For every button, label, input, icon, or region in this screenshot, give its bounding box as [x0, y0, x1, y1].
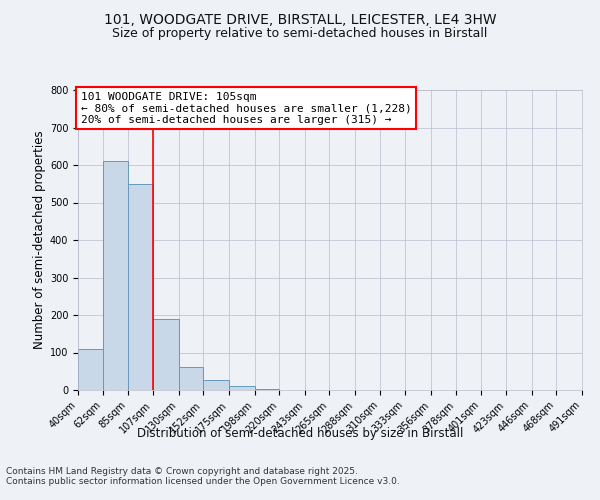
Bar — [103, 161, 128, 390]
Bar — [254, 388, 279, 390]
Bar — [179, 367, 203, 390]
Text: 101 WOODGATE DRIVE: 105sqm
← 80% of semi-detached houses are smaller (1,228)
20%: 101 WOODGATE DRIVE: 105sqm ← 80% of semi… — [80, 92, 411, 124]
Text: 101, WOODGATE DRIVE, BIRSTALL, LEICESTER, LE4 3HW: 101, WOODGATE DRIVE, BIRSTALL, LEICESTER… — [104, 12, 496, 26]
Text: Contains HM Land Registry data © Crown copyright and database right 2025.: Contains HM Land Registry data © Crown c… — [6, 468, 358, 476]
Bar — [203, 380, 229, 390]
Bar — [78, 349, 103, 390]
Bar — [128, 184, 153, 390]
Y-axis label: Number of semi-detached properties: Number of semi-detached properties — [32, 130, 46, 350]
Bar — [229, 386, 254, 390]
Text: Size of property relative to semi-detached houses in Birstall: Size of property relative to semi-detach… — [112, 28, 488, 40]
Text: Distribution of semi-detached houses by size in Birstall: Distribution of semi-detached houses by … — [137, 428, 463, 440]
Text: Contains public sector information licensed under the Open Government Licence v3: Contains public sector information licen… — [6, 478, 400, 486]
Bar — [153, 319, 179, 390]
